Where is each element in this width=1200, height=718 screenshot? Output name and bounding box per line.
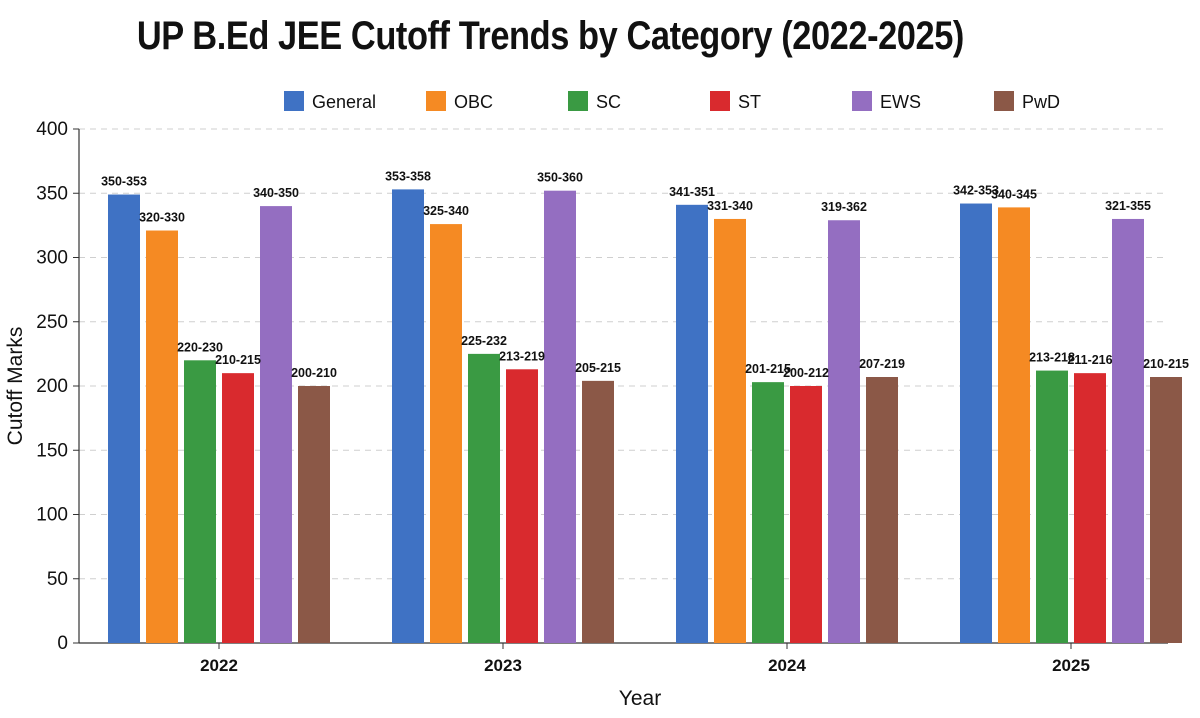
y-tick-label: 350: [36, 183, 68, 204]
bars: [108, 189, 1182, 644]
bar-sc-2022: [184, 360, 216, 643]
x-tick-label: 2025: [1052, 656, 1090, 675]
data-label: 205-215: [575, 361, 621, 375]
x-tick-label: 2023: [484, 656, 522, 675]
data-label: 210-215: [1143, 357, 1189, 371]
data-label: 321-355: [1105, 199, 1151, 213]
legend-label: SC: [596, 92, 621, 112]
bar-general-2025: [960, 203, 992, 643]
legend-item-st: ST: [710, 91, 761, 112]
legend-swatch: [710, 91, 730, 111]
data-labels: 350-353320-330220-230210-215340-350200-2…: [101, 169, 1189, 380]
x-axis-title: Year: [619, 687, 661, 710]
x-tick-label: 2022: [200, 656, 238, 675]
bar-general-2024: [676, 204, 708, 643]
bar-ews-2025: [1112, 218, 1144, 643]
legend-item-general: General: [284, 91, 376, 112]
x-tick-label: 2024: [768, 656, 806, 675]
bar-st-2024: [790, 386, 822, 643]
bar-obc-2025: [998, 207, 1030, 643]
legend-label: ST: [738, 92, 761, 112]
bar-general-2022: [108, 194, 140, 643]
data-label: 340-345: [991, 187, 1037, 201]
data-label: 200-210: [291, 366, 337, 380]
legend-swatch: [994, 91, 1014, 111]
bar-obc-2023: [430, 224, 462, 643]
chart-title: UP B.Ed JEE Cutoff Trends by Category (2…: [136, 14, 965, 58]
bar-pwd-2024: [866, 377, 898, 643]
data-label: 325-340: [423, 204, 469, 218]
data-label: 200-212: [783, 366, 829, 380]
y-tick-label: 250: [36, 312, 68, 333]
legend-item-sc: SC: [568, 91, 621, 112]
data-label: 225-232: [461, 334, 507, 348]
y-tick-label: 200: [36, 376, 68, 397]
bar-pwd-2022: [298, 386, 330, 643]
y-tick-label: 50: [47, 569, 68, 590]
data-label: 320-330: [139, 211, 185, 225]
data-label: 220-230: [177, 340, 223, 354]
y-tick-label: 0: [57, 633, 68, 654]
data-label: 201-215: [745, 362, 791, 376]
bar-general-2023: [392, 189, 424, 643]
legend-item-obc: OBC: [426, 91, 493, 112]
legend-item-pwd: PwD: [994, 91, 1060, 112]
y-tick-label: 400: [36, 119, 68, 140]
legend-label: PwD: [1022, 92, 1060, 112]
bar-ews-2022: [260, 206, 292, 643]
bar-sc-2023: [468, 353, 500, 643]
bar-pwd-2025: [1150, 377, 1182, 643]
bar-st-2023: [506, 369, 538, 643]
bar-obc-2024: [714, 218, 746, 643]
legend-swatch: [426, 91, 446, 111]
legend-label: General: [312, 92, 376, 112]
legend-swatch: [568, 91, 588, 111]
y-tick-label: 100: [36, 505, 68, 526]
legend-label: OBC: [454, 92, 493, 112]
data-label: 213-219: [499, 349, 545, 363]
y-tick-label: 300: [36, 248, 68, 269]
bar-pwd-2023: [582, 380, 614, 643]
data-label: 210-215: [215, 353, 261, 367]
data-label: 341-351: [669, 185, 715, 199]
bar-sc-2025: [1036, 370, 1068, 643]
legend-swatch: [284, 91, 304, 111]
y-tick-label: 150: [36, 440, 68, 461]
data-label: 207-219: [859, 357, 905, 371]
data-label: 213-218: [1029, 351, 1075, 365]
data-label: 350-353: [101, 175, 147, 189]
y-axis-title: Cutoff Marks: [4, 327, 27, 446]
bar-obc-2022: [146, 230, 178, 643]
legend-label: EWS: [880, 92, 921, 112]
data-label: 353-358: [385, 169, 431, 183]
data-label: 319-362: [821, 200, 867, 214]
data-label: 350-360: [537, 171, 583, 185]
bar-ews-2024: [828, 220, 860, 644]
legend: General OBC SC ST EWS PwD: [284, 91, 1060, 112]
data-label: 211-216: [1067, 353, 1112, 367]
bar-st-2022: [222, 373, 254, 643]
data-label: 342-353: [953, 184, 999, 198]
bar-st-2025: [1074, 373, 1106, 643]
bar-sc-2024: [752, 382, 784, 643]
legend-item-ews: EWS: [852, 91, 921, 112]
x-tick-labels: 2022 2023 2024 2025: [200, 643, 1090, 675]
data-label: 331-340: [707, 199, 753, 213]
y-tick-labels: 0 50 100 150 200 250 300 350 400: [36, 119, 79, 654]
bar-ews-2023: [544, 190, 576, 643]
legend-swatch: [852, 91, 872, 111]
data-label: 340-350: [253, 186, 299, 200]
